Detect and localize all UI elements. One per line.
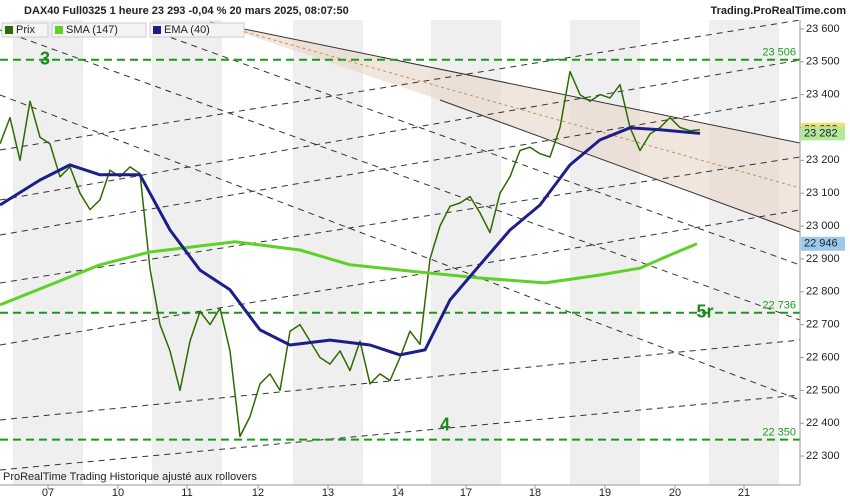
y-tick-label: 23 100 (806, 187, 840, 199)
footer: ProRealTime Trading Historique ajusté au… (3, 471, 257, 483)
last-value-label: 22 946 (804, 238, 838, 250)
last-value-tag (801, 126, 845, 141)
day-band (709, 20, 779, 485)
day-band (13, 20, 83, 485)
legend-swatch (153, 26, 161, 34)
y-tick-label: 22 800 (806, 286, 840, 298)
y-tick-label: 23 200 (806, 154, 840, 166)
legend-label: SMA (147) (66, 24, 118, 36)
x-tick-label: 21 (738, 487, 750, 499)
day-band (570, 20, 640, 485)
annotation: 5r (696, 302, 713, 322)
level-label: 22 736 (762, 300, 796, 312)
legend-swatch (5, 26, 13, 34)
x-tick-label: 10 (112, 487, 124, 499)
legend-box (51, 22, 147, 38)
legend-box (149, 22, 245, 38)
legend-label: Prix (16, 24, 35, 36)
y-tick-label: 23 400 (806, 89, 840, 101)
x-tick-label: 17 (460, 487, 472, 499)
y-tick-label: 22 400 (806, 417, 840, 429)
level-label: 23 506 (762, 47, 796, 59)
y-tick-label: 23 000 (806, 220, 840, 232)
site-name: Trading.ProRealTime.com (710, 5, 846, 17)
y-tick-label: 23 500 (806, 56, 840, 68)
x-tick-label: 14 (392, 487, 404, 499)
legend-swatch (55, 26, 63, 34)
y-tick-label: 22 900 (806, 253, 840, 265)
y-tick-label: 22 500 (806, 384, 840, 396)
x-tick-label: 12 (252, 487, 264, 499)
x-tick-label: 19 (599, 487, 611, 499)
y-tick-label: 22 600 (806, 351, 840, 363)
x-tick-label: 20 (669, 487, 681, 499)
y-tick-label: 23 600 (806, 23, 840, 35)
level-label: 22 350 (762, 427, 796, 439)
x-tick-label: 13 (322, 487, 334, 499)
last-value-tag (801, 236, 845, 251)
y-tick-label: 22 300 (806, 450, 840, 462)
header-title: DAX40 Full0325 1 heure 23 293 -0,04 % 20… (24, 5, 349, 17)
last-value-label: 23 282 (804, 127, 838, 139)
series-line (0, 240, 698, 307)
x-tick-label: 07 (42, 487, 54, 499)
legend-label: EMA (40) (164, 24, 210, 36)
y-tick-label: 22 700 (806, 319, 840, 331)
channel (0, 20, 800, 471)
x-tick-label: 11 (181, 487, 192, 499)
annotation: 4 (440, 414, 450, 434)
series-line (0, 126, 701, 357)
legend-box (1, 22, 49, 38)
x-tick-label: 18 (529, 487, 541, 499)
annotation: 3 (40, 49, 50, 69)
